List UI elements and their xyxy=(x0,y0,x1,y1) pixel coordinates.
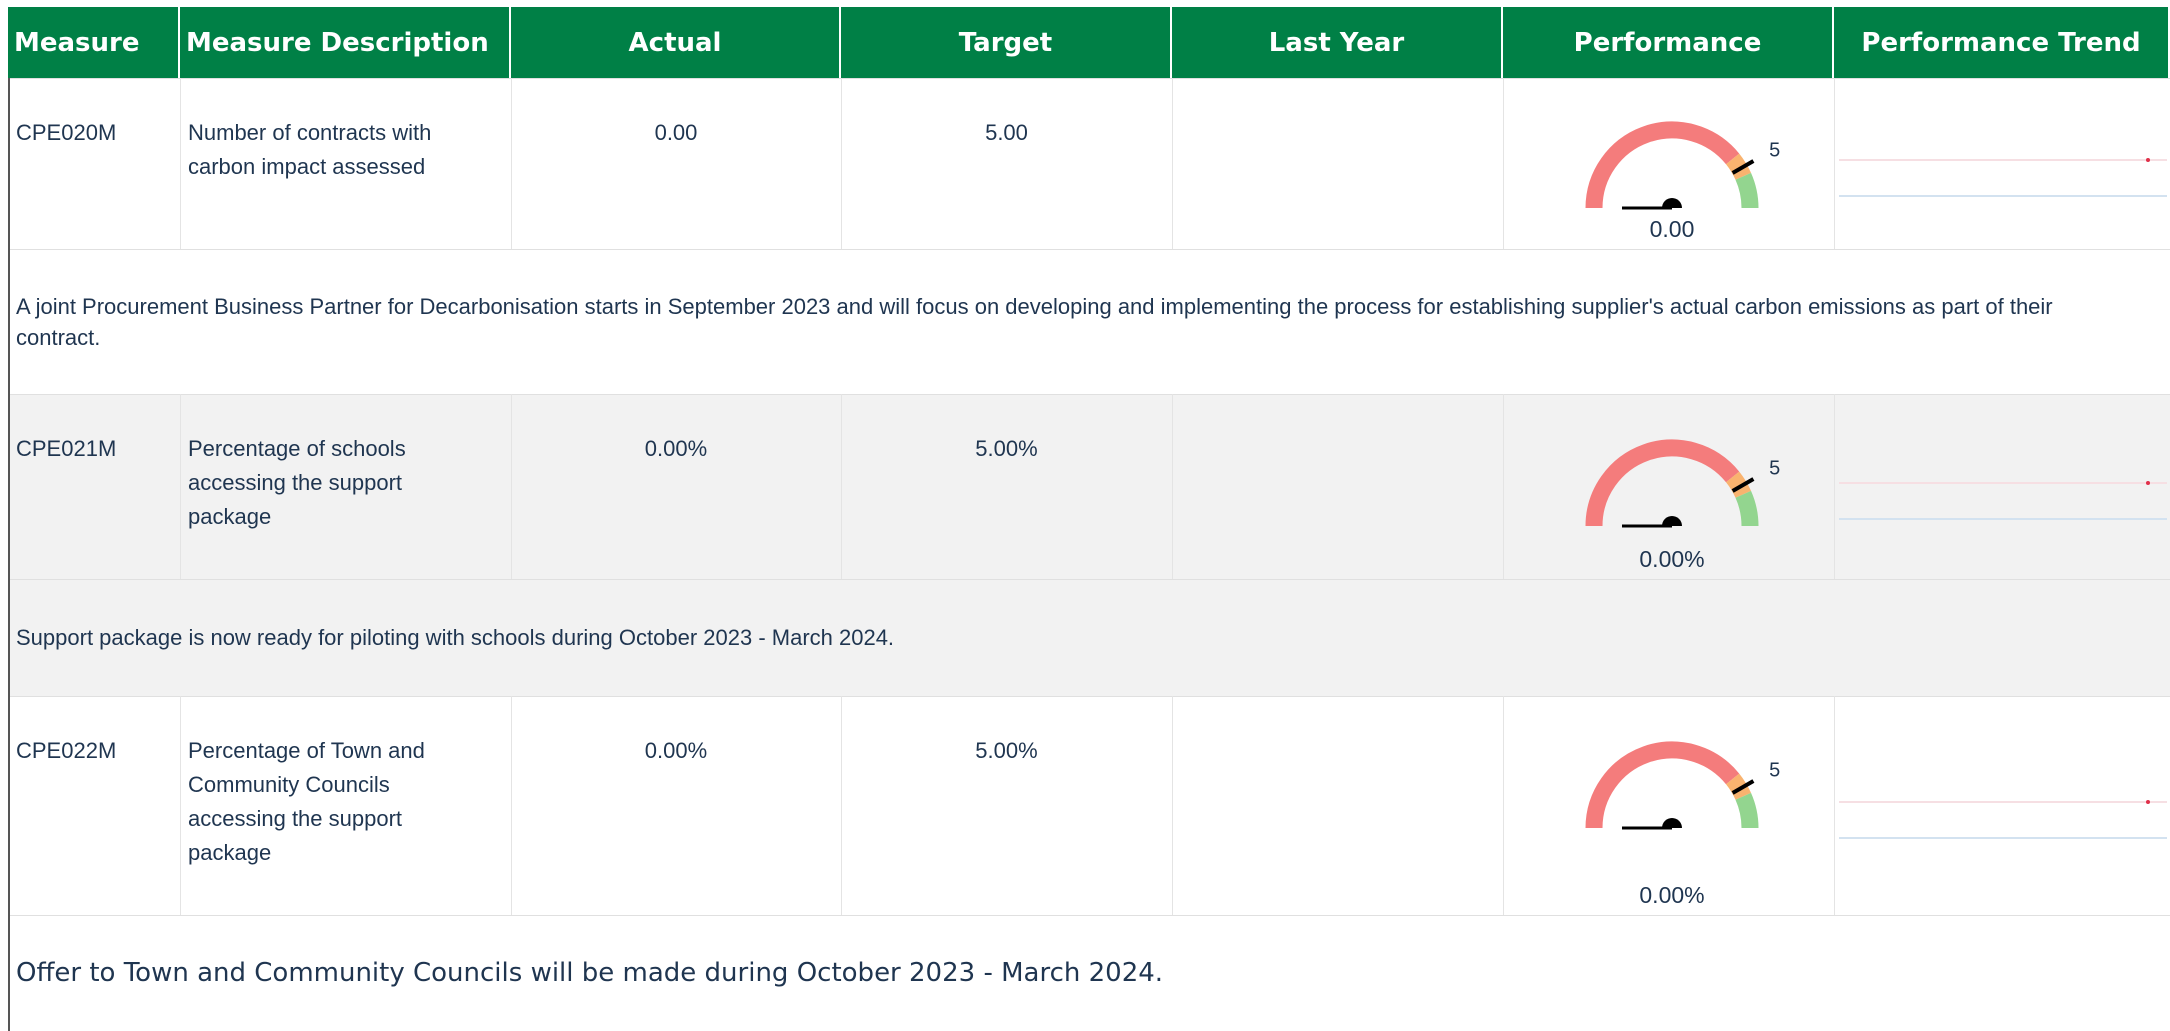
measure-description: Percentage of schools accessing the supp… xyxy=(188,436,406,529)
actual-value: 0.00% xyxy=(644,436,708,461)
column-header: Performance Trend xyxy=(1834,7,2170,78)
gauge-band xyxy=(1735,490,1759,527)
row-separator xyxy=(8,915,2170,916)
column-divider xyxy=(841,394,842,579)
row-separator xyxy=(8,696,2170,697)
column-divider xyxy=(1172,394,1173,579)
row-separator xyxy=(8,249,2170,250)
gauge-band xyxy=(1725,471,1752,498)
column-divider xyxy=(1172,78,1173,249)
needle-hub xyxy=(1662,198,1682,208)
gauge-band xyxy=(1585,439,1740,527)
trend-line xyxy=(1839,159,2167,161)
target-label: 5 xyxy=(1769,759,1780,781)
left-border xyxy=(8,78,10,394)
left-border xyxy=(8,394,10,696)
column-divider xyxy=(841,696,842,915)
comment: Offer to Town and Community Councils wil… xyxy=(16,957,1164,988)
actual-value: 0.00% xyxy=(644,738,708,763)
gauge: 5 0.00% xyxy=(1585,439,1780,572)
column-divider xyxy=(1503,78,1504,249)
column-header: Last Year xyxy=(1172,7,1503,78)
column-divider xyxy=(1834,394,1835,579)
column-divider xyxy=(180,78,181,249)
gauge-band xyxy=(1725,153,1752,180)
column-header: Measure Description xyxy=(180,7,511,78)
gauge: 5 0.00% xyxy=(1585,741,1780,908)
measure-code: CPE021M xyxy=(16,436,117,461)
column-divider xyxy=(180,394,181,579)
target-marker xyxy=(1731,477,1755,493)
column-divider xyxy=(180,696,181,915)
target-marker xyxy=(1731,779,1755,795)
measure-code: CPE022M xyxy=(16,738,117,763)
gauge-band xyxy=(1585,741,1740,829)
column-divider xyxy=(841,78,842,249)
column-header: Performance xyxy=(1503,7,1834,78)
target-label: 5 xyxy=(1769,457,1780,479)
trend-baseline xyxy=(1839,195,2167,197)
row-background xyxy=(8,394,2170,696)
row-background xyxy=(8,78,2170,394)
target-value: 5.00% xyxy=(975,436,1038,461)
column-header: Actual xyxy=(511,7,841,78)
target-value: 5.00% xyxy=(975,738,1038,763)
column-header: Measure xyxy=(8,7,180,78)
target-marker xyxy=(1731,159,1755,175)
row-background xyxy=(8,696,2170,1031)
comment: A joint Procurement Business Partner for… xyxy=(16,293,2053,350)
needle-hub xyxy=(1662,818,1682,828)
row-separator xyxy=(8,394,2170,395)
trend-point xyxy=(2146,158,2150,162)
column-divider xyxy=(511,696,512,915)
trend-line xyxy=(1839,801,2167,803)
measure-code: CPE020M xyxy=(16,120,117,145)
column-divider xyxy=(1503,696,1504,915)
gauge-band xyxy=(1735,792,1759,829)
trend-point xyxy=(2146,800,2150,804)
target-value: 5.00 xyxy=(985,120,1028,145)
column-divider xyxy=(1834,696,1835,915)
trend-baseline xyxy=(1839,518,2167,520)
target-label: 5 xyxy=(1769,139,1780,161)
gauge-value-label: 0.00% xyxy=(1639,882,1704,908)
column-divider xyxy=(1503,394,1504,579)
left-border xyxy=(8,696,10,1031)
comment: Support package is now ready for pilotin… xyxy=(16,625,895,650)
gauge-value-label: 0.00% xyxy=(1639,546,1704,572)
column-header: Target xyxy=(841,7,1172,78)
needle-hub xyxy=(1662,516,1682,526)
gauge-band xyxy=(1585,121,1740,209)
gauge-value-label: 0.00 xyxy=(1650,216,1695,242)
column-divider xyxy=(511,394,512,579)
row-separator xyxy=(8,579,2170,580)
gauge-band xyxy=(1735,172,1759,209)
column-divider xyxy=(511,78,512,249)
column-divider xyxy=(1834,78,1835,249)
gauge-band xyxy=(1725,773,1752,800)
actual-value: 0.00 xyxy=(654,120,698,145)
column-divider xyxy=(1172,696,1173,915)
trend-baseline xyxy=(1839,837,2167,839)
gauge: 50.00 xyxy=(1585,121,1780,242)
trend-point xyxy=(2146,481,2150,485)
trend-line xyxy=(1839,482,2167,484)
measure-description: Percentage of Town and Community Council… xyxy=(188,738,425,865)
row-separator xyxy=(8,78,2170,79)
measure-description: Number of contracts with carbon impact a… xyxy=(188,120,432,179)
